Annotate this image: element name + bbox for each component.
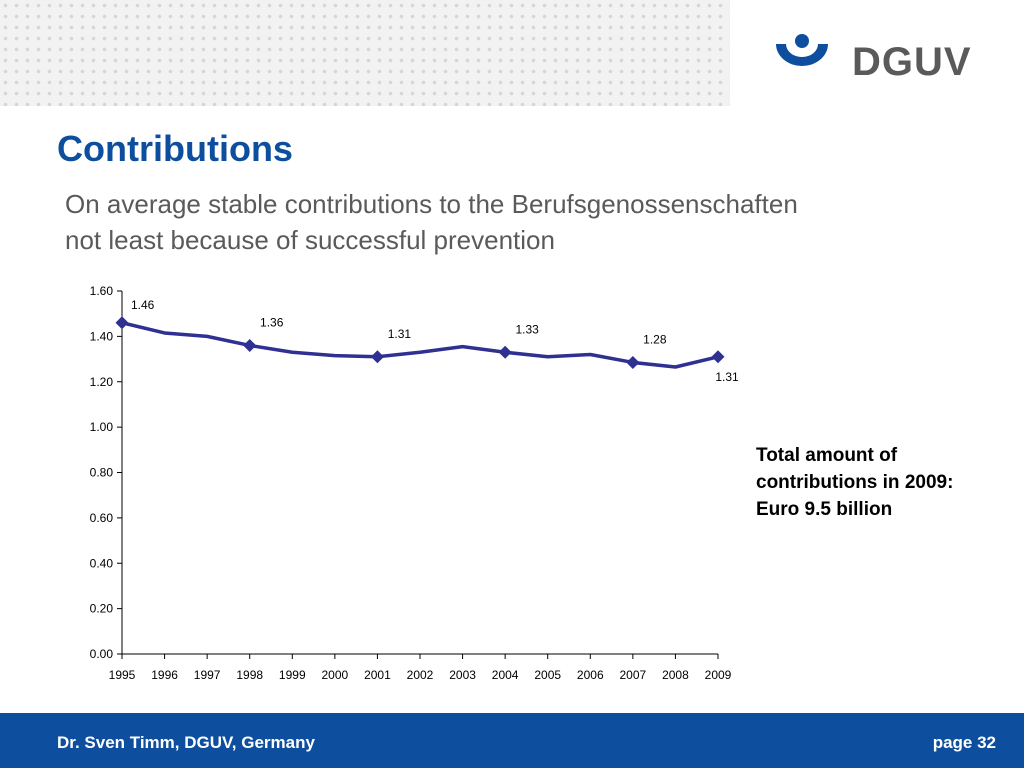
subtitle: On average stable contributions to the B… xyxy=(65,186,965,258)
x-tick-label: 2008 xyxy=(662,668,689,682)
data-point-marker xyxy=(711,350,725,364)
data-point-marker xyxy=(370,350,384,364)
data-point-marker xyxy=(115,316,129,330)
dguv-logo-dot-icon xyxy=(795,34,809,48)
side-note-line-3: Euro 9.5 billion xyxy=(756,499,893,520)
x-tick-label: 2002 xyxy=(407,668,434,682)
footer-page-number: page 32 xyxy=(932,733,996,752)
header xyxy=(0,0,1024,106)
contributions-line-chart: 0.00 0.20 0.40 0.60 0.80 1.00 1.20 1.40 1.60 1995… xyxy=(90,284,739,682)
data-point-marker xyxy=(498,345,512,359)
data-point-marker xyxy=(243,338,257,352)
y-tick-label: 1.60 xyxy=(90,284,114,298)
data-label: 1.33 xyxy=(515,322,539,336)
y-tick-label: 0.80 xyxy=(90,466,114,480)
x-tick-label: 2000 xyxy=(322,668,349,682)
y-tick-label: 1.00 xyxy=(90,420,114,434)
subtitle-line-1: On average stable contributions to the B… xyxy=(65,189,798,219)
y-tick-label: 0.00 xyxy=(90,647,114,661)
x-tick-label: 1998 xyxy=(236,668,263,682)
x-tick-label: 2007 xyxy=(620,668,647,682)
x-tick-label: 2006 xyxy=(577,668,604,682)
data-label: 1.46 xyxy=(131,298,155,312)
x-tick-label: 2001 xyxy=(364,668,391,682)
side-note: Total amount of contributions in 2009: E… xyxy=(756,442,1006,523)
x-tick-label: 2004 xyxy=(492,668,519,682)
data-label: 1.31 xyxy=(715,370,739,384)
footer-author: Dr. Sven Timm, DGUV, Germany xyxy=(57,733,315,752)
dguv-logo-emblem-icon xyxy=(776,44,828,66)
dotted-pattern-banner xyxy=(0,0,730,106)
footer-bar: Dr. Sven Timm, DGUV, Germany page 32 xyxy=(0,713,1024,768)
x-tick-label: 1997 xyxy=(194,668,221,682)
contributions-series-line xyxy=(121,321,719,369)
data-label: 1.31 xyxy=(388,327,412,341)
x-tick-label: 2009 xyxy=(705,668,732,682)
x-tick-label: 2003 xyxy=(449,668,476,682)
x-tick-label: 1995 xyxy=(109,668,136,682)
y-tick-label: 0.40 xyxy=(90,556,114,570)
y-tick-label: 0.20 xyxy=(90,602,114,616)
y-tick-label: 1.20 xyxy=(90,375,114,389)
dguv-logo xyxy=(776,34,828,66)
x-tick-label: 2005 xyxy=(534,668,561,682)
y-tick-label: 0.60 xyxy=(90,511,114,525)
side-note-line-2: contributions in 2009: xyxy=(756,472,954,493)
x-tick-label: 1996 xyxy=(151,668,178,682)
data-label: 1.28 xyxy=(643,332,667,346)
brand-name: DGUV xyxy=(852,40,972,84)
y-tick-label: 1.40 xyxy=(90,329,114,343)
data-point-marker xyxy=(626,355,640,369)
x-tick-label: 1999 xyxy=(279,668,306,682)
data-label: 1.36 xyxy=(260,315,284,329)
side-note-line-1: Total amount of xyxy=(756,445,898,466)
page-title: Contributions xyxy=(57,128,293,169)
subtitle-line-2: not least because of successful preventi… xyxy=(65,225,555,255)
